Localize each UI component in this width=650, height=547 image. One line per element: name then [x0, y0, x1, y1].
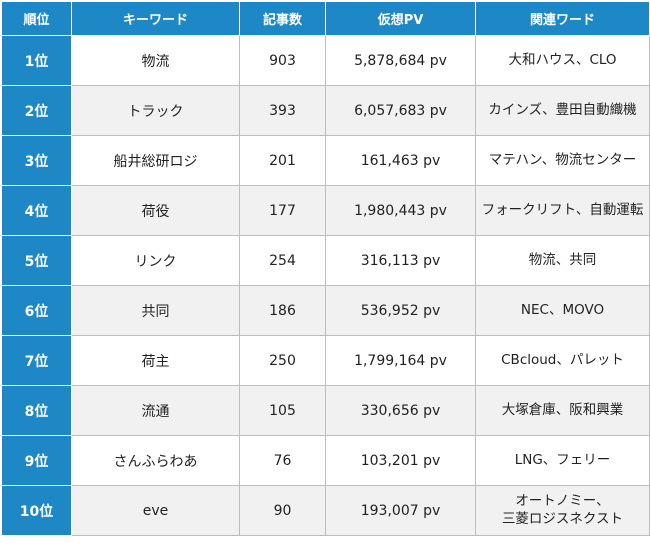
related-words-cell: NEC、MOVO: [475, 285, 650, 336]
virtual-pv-cell: 193,007 pv: [325, 485, 476, 536]
rank-column-header: 順位: [1, 1, 72, 36]
keyword-cell: さんふらわあ: [71, 435, 240, 486]
article-count-cell: 250: [239, 335, 326, 386]
article-count-cell: 393: [239, 85, 326, 136]
article-count-cell: 201: [239, 135, 326, 186]
related-words-cell: 大和ハウス、CLO: [475, 35, 650, 86]
table-row: 2位 トラック 393 6,057,683 pv カインズ、豊田自動織機: [1, 85, 650, 136]
table-row: 8位 流通 105 330,656 pv 大塚倉庫、阪和興業: [1, 385, 650, 436]
article-count-cell: 105: [239, 385, 326, 436]
article-count-cell: 76: [239, 435, 326, 486]
related-words-cell: オートノミー、 三菱ロジスネクスト: [475, 485, 650, 536]
table-row: 10位 eve 90 193,007 pv オートノミー、 三菱ロジスネクスト: [1, 485, 650, 536]
virtual-pv-cell: 5,878,684 pv: [325, 35, 476, 86]
related-words-cell: 物流、共同: [475, 235, 650, 286]
table-row: 4位 荷役 177 1,980,443 pv フォークリフト、自動運転: [1, 185, 650, 236]
article-count-cell: 177: [239, 185, 326, 236]
rank-cell: 4位: [1, 185, 72, 236]
virtual-pv-cell: 161,463 pv: [325, 135, 476, 186]
virtual-pv-cell: 330,656 pv: [325, 385, 476, 436]
table-row: 6位 共同 186 536,952 pv NEC、MOVO: [1, 285, 650, 336]
table-row: 5位 リンク 254 316,113 pv 物流、共同: [1, 235, 650, 286]
virtual-pv-cell: 316,113 pv: [325, 235, 476, 286]
rank-cell: 7位: [1, 335, 72, 386]
keyword-cell: 荷主: [71, 335, 240, 386]
rank-cell: 2位: [1, 85, 72, 136]
keyword-cell: 船井総研ロジ: [71, 135, 240, 186]
keyword-cell: eve: [71, 485, 240, 536]
related-words-cell: LNG、フェリー: [475, 435, 650, 486]
related-words-cell: カインズ、豊田自動織機: [475, 85, 650, 136]
rank-cell: 5位: [1, 235, 72, 286]
rank-cell: 1位: [1, 35, 72, 86]
table-row: 1位 物流 903 5,878,684 pv 大和ハウス、CLO: [1, 35, 650, 86]
virtual-pv-cell: 1,799,164 pv: [325, 335, 476, 386]
rank-cell: 8位: [1, 385, 72, 436]
article-count-cell: 186: [239, 285, 326, 336]
article-count-column-header: 記事数: [239, 1, 326, 36]
keyword-cell: 流通: [71, 385, 240, 436]
related-words-cell: CBcloud、パレット: [475, 335, 650, 386]
article-count-cell: 903: [239, 35, 326, 86]
virtual-pv-cell: 536,952 pv: [325, 285, 476, 336]
keyword-cell: 物流: [71, 35, 240, 86]
article-count-cell: 254: [239, 235, 326, 286]
rank-cell: 9位: [1, 435, 72, 486]
table-row: 7位 荷主 250 1,799,164 pv CBcloud、パレット: [1, 335, 650, 386]
virtual-pv-cell: 6,057,683 pv: [325, 85, 476, 136]
article-count-cell: 90: [239, 485, 326, 536]
keyword-cell: 荷役: [71, 185, 240, 236]
related-words-cell: フォークリフト、自動運転: [475, 185, 650, 236]
table-header-row: 順位 キーワード 記事数 仮想PV 関連ワード: [1, 1, 650, 36]
rank-cell: 10位: [1, 485, 72, 536]
keyword-cell: トラック: [71, 85, 240, 136]
related-words-column-header: 関連ワード: [475, 1, 650, 36]
virtual-pv-column-header: 仮想PV: [325, 1, 476, 36]
table-row: 3位 船井総研ロジ 201 161,463 pv マテハン、物流センター: [1, 135, 650, 186]
related-words-cell: マテハン、物流センター: [475, 135, 650, 186]
table-row: 9位 さんふらわあ 76 103,201 pv LNG、フェリー: [1, 435, 650, 486]
virtual-pv-cell: 103,201 pv: [325, 435, 476, 486]
keyword-cell: リンク: [71, 235, 240, 286]
rank-cell: 6位: [1, 285, 72, 336]
keyword-cell: 共同: [71, 285, 240, 336]
rank-cell: 3位: [1, 135, 72, 186]
table-body: 1位 物流 903 5,878,684 pv 大和ハウス、CLO 2位 トラック 393 6,0…: [1, 35, 650, 536]
keyword-column-header: キーワード: [71, 1, 240, 36]
related-words-cell: 大塚倉庫、阪和興業: [475, 385, 650, 436]
virtual-pv-cell: 1,980,443 pv: [325, 185, 476, 236]
keyword-ranking-table: 順位 キーワード 記事数 仮想PV 関連ワード 1位 物流 903 5,878,684…: [1, 1, 650, 536]
